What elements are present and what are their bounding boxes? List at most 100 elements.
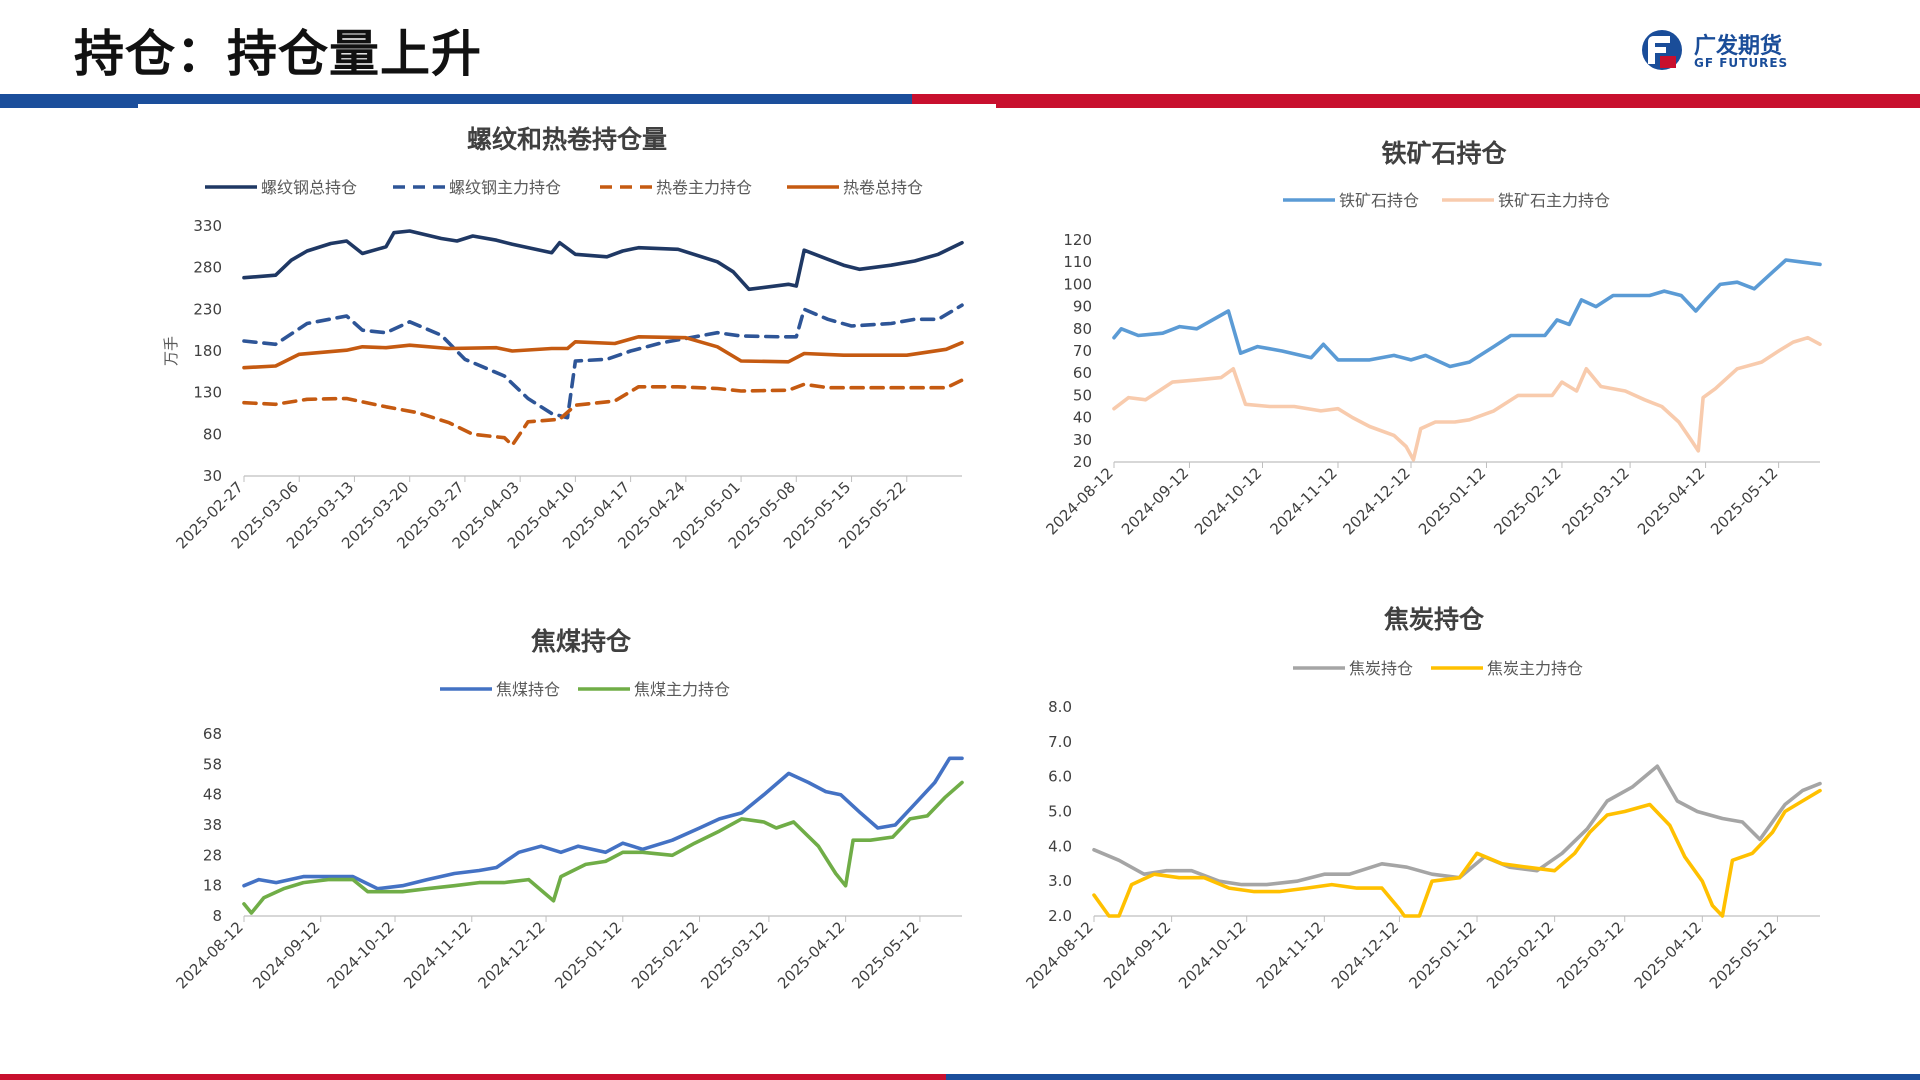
series-line	[1112, 258, 1822, 369]
legend-label: 铁矿石主力持仓	[1498, 191, 1610, 210]
y-tick-label: 50	[1073, 386, 1092, 404]
y-tick-label: 4.0	[1048, 837, 1072, 855]
y-tick-label: 28	[203, 846, 222, 864]
legend-label: 热卷总持仓	[843, 178, 923, 197]
chart-title: 焦煤持仓	[531, 627, 632, 656]
y-tick-label: 20	[1073, 453, 1092, 471]
chart-title: 螺纹和热卷持仓量	[467, 125, 667, 154]
chart-2: 铁矿石持仓 20 30 40 50 60 70 80 90 100 110 120 2024-08-12…	[1042, 139, 1822, 538]
x-tick-label: 2024-12-12	[1328, 918, 1402, 992]
x-tick-label: 2025-05-12	[848, 918, 922, 992]
x-tick-label: 2024-09-12	[249, 918, 323, 992]
y-tick-label: 120	[1063, 231, 1092, 249]
series-line	[1092, 788, 1822, 918]
y-tick-label: 18	[203, 877, 222, 895]
gf-logo-icon	[1642, 30, 1682, 70]
gf-futures-logo: 广发期货 GF FUTURES	[1640, 26, 1790, 78]
legend-label: 热卷主力持仓	[656, 178, 752, 197]
y-tick-label: 100	[1063, 275, 1092, 293]
x-tick-label: 2024-10-12	[1191, 464, 1265, 538]
y-axis-label: 万手	[162, 336, 180, 366]
x-tick-label: 2024-09-12	[1118, 464, 1192, 538]
series-line	[242, 780, 964, 915]
x-tick-label: 2025-01-12	[551, 918, 625, 992]
y-tick-label: 30	[1073, 431, 1092, 449]
y-tick-label: 230	[193, 300, 222, 318]
series-line	[242, 303, 964, 420]
header-band-red-tail	[996, 104, 1920, 108]
x-tick-label: 2024-12-12	[475, 918, 549, 992]
y-tick-label: 80	[203, 425, 222, 443]
x-tick-label: 2025-02-12	[1483, 918, 1557, 992]
legend-label: 焦煤主力持仓	[634, 680, 730, 699]
x-tick-label: 2024-11-12	[400, 918, 474, 992]
y-tick-label: 30	[203, 467, 222, 485]
x-tick-label: 2025-01-12	[1415, 464, 1489, 538]
x-tick-label: 2025-03-12	[1553, 918, 1627, 992]
x-tick-label: 2025-04-12	[1634, 464, 1708, 538]
series-line	[1092, 764, 1822, 887]
chart-title: 铁矿石持仓	[1381, 139, 1507, 168]
series-line	[242, 756, 964, 891]
y-tick-label: 3.0	[1048, 872, 1072, 890]
series-line	[242, 229, 964, 292]
series-line	[1112, 335, 1822, 462]
legend-label: 螺纹钢总持仓	[261, 178, 357, 197]
y-tick-label: 6.0	[1048, 768, 1072, 786]
x-tick-label: 2024-08-12	[1042, 464, 1116, 538]
header-band-blue	[0, 94, 912, 104]
x-tick-label: 2025-01-12	[1405, 918, 1479, 992]
x-tick-label: 2025-05-12	[1706, 918, 1780, 992]
y-tick-label: 330	[193, 217, 222, 235]
x-tick-label: 2024-10-12	[323, 918, 397, 992]
series-line	[242, 378, 964, 447]
logo-text-cn: 广发期货	[1694, 34, 1783, 59]
y-tick-label: 48	[203, 786, 222, 804]
legend-label: 螺纹钢主力持仓	[449, 178, 561, 197]
y-tick-label: 80	[1073, 320, 1092, 338]
x-tick-label: 2025-05-12	[1707, 464, 1781, 538]
x-tick-label: 2025-03-12	[697, 918, 771, 992]
x-tick-label: 2025-04-12	[774, 918, 848, 992]
legend-label: 焦炭持仓	[1349, 659, 1413, 678]
footer-band-blue	[946, 1074, 1920, 1080]
x-tick-label: 2025-02-12	[1490, 464, 1564, 538]
x-tick-label: 2024-08-12	[172, 918, 246, 992]
y-tick-label: 68	[203, 725, 222, 743]
legend-label: 焦煤持仓	[496, 680, 560, 699]
y-tick-label: 7.0	[1048, 733, 1072, 751]
y-tick-label: 38	[203, 816, 222, 834]
y-tick-label: 58	[203, 755, 222, 773]
page-title: 持仓：持仓量上升	[74, 25, 482, 83]
x-tick-label: 2025-02-12	[628, 918, 702, 992]
y-tick-label: 130	[193, 384, 222, 402]
y-tick-label: 280	[193, 259, 222, 277]
x-tick-label: 2024-12-12	[1339, 464, 1413, 538]
x-tick-label: 2024-09-12	[1100, 918, 1174, 992]
x-tick-label: 2025-04-12	[1631, 918, 1705, 992]
y-tick-label: 5.0	[1048, 803, 1072, 821]
y-tick-label: 110	[1063, 253, 1092, 271]
series-line	[242, 335, 964, 370]
y-tick-label: 8	[212, 907, 222, 925]
y-tick-label: 60	[1073, 364, 1092, 382]
chart-title: 焦炭持仓	[1384, 605, 1485, 634]
y-tick-label: 2.0	[1048, 907, 1072, 925]
legend-label: 焦炭主力持仓	[1487, 659, 1583, 678]
logo-text-en: GF FUTURES	[1694, 56, 1789, 70]
header-band-red	[912, 94, 1920, 104]
header-band-blue-tail	[0, 104, 138, 108]
y-tick-label: 180	[193, 342, 222, 360]
y-tick-label: 90	[1073, 298, 1092, 316]
y-tick-label: 40	[1073, 409, 1092, 427]
x-tick-label: 2024-10-12	[1175, 918, 1249, 992]
x-tick-label: 2024-11-12	[1266, 464, 1340, 538]
y-tick-label: 8.0	[1048, 698, 1072, 716]
y-tick-label: 70	[1073, 342, 1092, 360]
x-tick-label: 2025-03-12	[1559, 464, 1633, 538]
chart-1: 螺纹和热卷持仓量万手30801301802302803302025-02-272…	[162, 125, 964, 552]
legend-label: 铁矿石持仓	[1339, 191, 1419, 210]
